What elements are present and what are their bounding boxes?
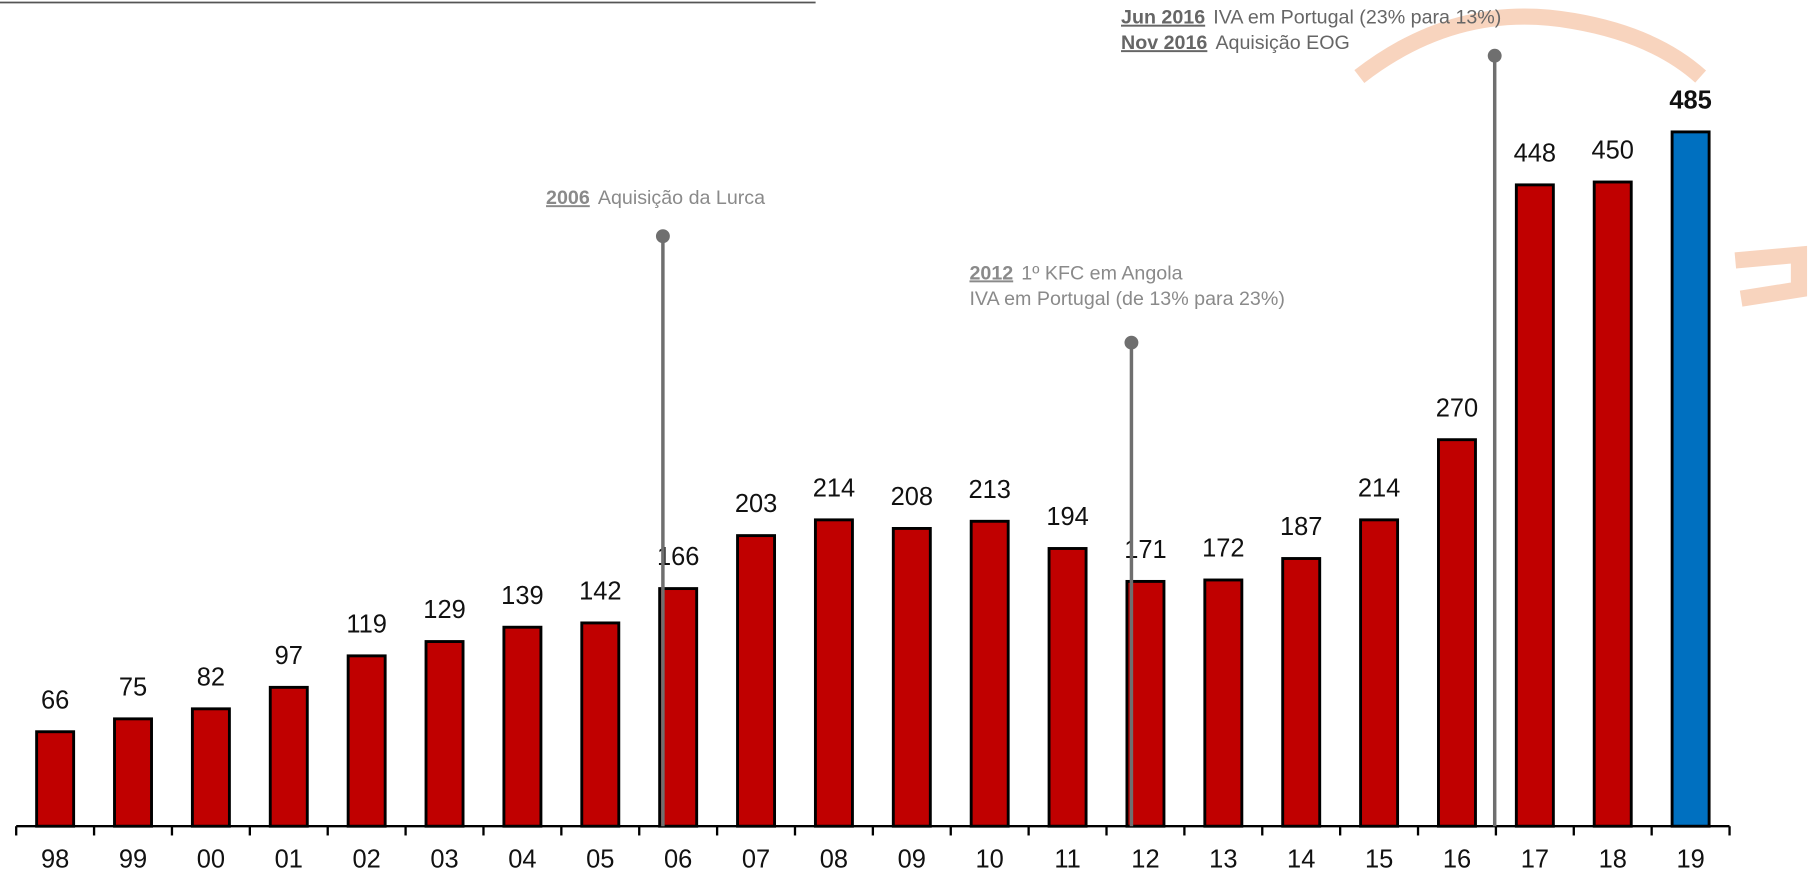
value-label: 129 xyxy=(423,596,465,624)
value-label: 139 xyxy=(501,582,543,610)
bar xyxy=(1672,132,1709,826)
value-label: 450 xyxy=(1592,137,1634,165)
bar xyxy=(426,642,463,827)
value-label: 142 xyxy=(579,578,621,606)
bar xyxy=(37,732,74,826)
x-tick-label: 01 xyxy=(275,846,303,874)
event-dot xyxy=(1488,49,1502,63)
x-tick-label: 02 xyxy=(353,846,381,874)
event-year: 2012 xyxy=(969,263,1013,285)
event-year: Jun 2016 xyxy=(1121,7,1205,29)
event-text: IVA em Portugal (de 13% para 23%) xyxy=(969,288,1284,310)
event-text: Nov 2016 Aquisição EOG xyxy=(1121,32,1350,54)
x-tick-label: 04 xyxy=(508,846,536,874)
event-desc: IVA em Portugal (23% para 13%) xyxy=(1213,7,1501,29)
x-tick-label: 05 xyxy=(586,846,614,874)
value-label: 485 xyxy=(1669,87,1711,115)
x-tick-label: 11 xyxy=(1054,846,1080,874)
x-tick-label: 17 xyxy=(1521,846,1549,874)
bar xyxy=(893,528,930,826)
bar xyxy=(1205,580,1242,826)
bar xyxy=(504,627,541,826)
value-label: 208 xyxy=(891,483,933,511)
event-dot xyxy=(1124,336,1138,350)
event-year: Nov 2016 xyxy=(1121,32,1207,54)
event-desc: Aquisição da Lurca xyxy=(598,187,765,209)
bar xyxy=(815,520,852,826)
background-logo xyxy=(1359,17,1799,299)
x-tick-label: 00 xyxy=(197,846,225,874)
bar xyxy=(348,656,385,826)
value-label: 82 xyxy=(197,663,225,691)
bar xyxy=(115,719,152,826)
bar xyxy=(1361,520,1398,826)
value-label: 97 xyxy=(275,642,303,670)
bar xyxy=(192,709,229,826)
x-tick-label: 09 xyxy=(898,846,926,874)
bar xyxy=(660,589,697,827)
event-text: 2006 Aquisição da Lurca xyxy=(546,187,765,209)
bar xyxy=(1438,440,1475,827)
value-label: 448 xyxy=(1514,140,1556,168)
x-tick-label: 19 xyxy=(1676,846,1704,874)
event-desc: IVA em Portugal (de 13% para 23%) xyxy=(969,288,1284,310)
x-tick-label: 03 xyxy=(430,846,458,874)
event-dot xyxy=(656,229,670,243)
x-tick-label: 99 xyxy=(119,846,147,874)
x-tick-label: 06 xyxy=(664,846,692,874)
x-tick-label: 18 xyxy=(1599,846,1627,874)
bar xyxy=(1516,185,1553,826)
x-tick-label: 14 xyxy=(1287,846,1315,874)
value-label: 75 xyxy=(119,673,147,701)
bar xyxy=(1594,182,1631,826)
bar xyxy=(1283,559,1320,827)
x-tick-label: 10 xyxy=(976,846,1004,874)
value-label: 203 xyxy=(735,490,777,518)
value-label: 214 xyxy=(813,474,855,502)
bar xyxy=(582,623,619,826)
x-tick-label: 13 xyxy=(1209,846,1237,874)
value-label: 187 xyxy=(1280,513,1322,541)
chart: 98 66 99 75 00 82 01 97 02 119 03 129 04 139 05 142 06 16… xyxy=(0,0,1814,875)
value-label: 66 xyxy=(41,686,69,714)
value-label: 194 xyxy=(1046,503,1088,531)
event-year: 2006 xyxy=(546,187,590,209)
x-tick-label: 16 xyxy=(1443,846,1471,874)
bar xyxy=(738,536,775,827)
event-desc: Aquisição EOG xyxy=(1215,32,1349,54)
x-tick-label: 07 xyxy=(742,846,770,874)
value-label: 172 xyxy=(1202,535,1244,563)
bar xyxy=(1049,548,1086,826)
value-label: 213 xyxy=(968,476,1010,504)
event-text: Jun 2016 IVA em Portugal (23% para 13%) xyxy=(1121,7,1501,29)
x-tick-label: 98 xyxy=(41,846,69,874)
x-tick-label: 12 xyxy=(1131,846,1159,874)
event-text: 2012 1º KFC em Angola xyxy=(969,263,1182,285)
bar xyxy=(270,687,307,826)
x-tick-label: 15 xyxy=(1365,846,1393,874)
bar xyxy=(971,521,1008,826)
value-label: 119 xyxy=(346,610,387,638)
event-desc: 1º KFC em Angola xyxy=(1021,263,1182,285)
value-label: 270 xyxy=(1436,394,1478,422)
value-label: 214 xyxy=(1358,474,1400,502)
x-tick-label: 08 xyxy=(820,846,848,874)
